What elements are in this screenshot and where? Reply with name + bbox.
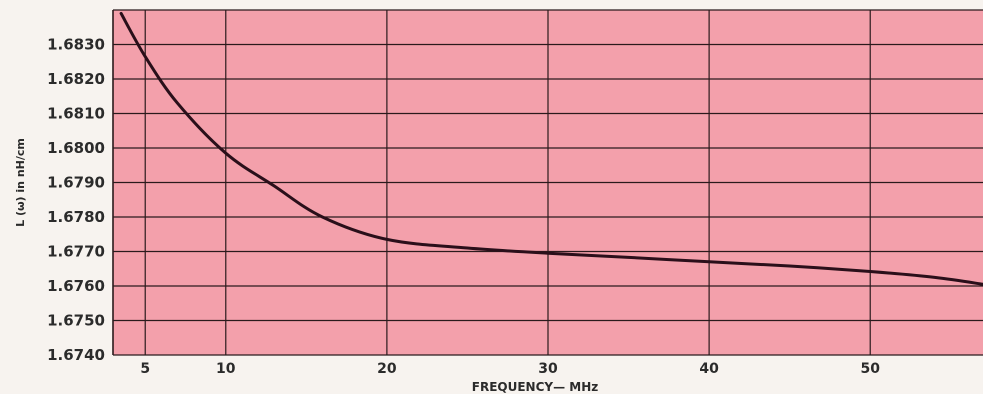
series-line [119, 11, 983, 286]
x-tick-labels: 5 10 20 30 40 50 [140, 361, 880, 377]
y-tick-label: 1.6740 [47, 346, 105, 364]
y-tick-label: 1.6750 [47, 312, 105, 330]
y-tick-label: 1.6780 [47, 208, 105, 226]
y-tick-label: 1.6800 [47, 139, 105, 157]
x-tick-label: 10 [216, 361, 236, 377]
x-tick-label: 20 [377, 361, 397, 377]
y-tick-label: 1.6790 [47, 174, 105, 192]
y-tick-label: 1.6820 [47, 70, 105, 88]
x-tick-label: 5 [140, 361, 150, 377]
y-axis-title: L (ω) in nH/cm [14, 138, 27, 227]
y-tick-label: 1.6770 [47, 243, 105, 261]
series-layer [119, 11, 983, 286]
y-tick-label: 1.6810 [47, 105, 105, 123]
x-axis-title: FREQUENCY— MHz [472, 380, 598, 394]
y-tick-labels: 1.6740 1.6750 1.6760 1.6770 1.6780 1.6790 1.68… [47, 36, 105, 365]
grid-lines [112, 9, 983, 356]
y-tick-label: 1.6830 [47, 36, 105, 54]
x-tick-label: 30 [538, 361, 558, 377]
x-tick-label: 40 [699, 361, 719, 377]
x-tick-label: 50 [860, 361, 880, 377]
y-tick-label: 1.6760 [47, 277, 105, 295]
